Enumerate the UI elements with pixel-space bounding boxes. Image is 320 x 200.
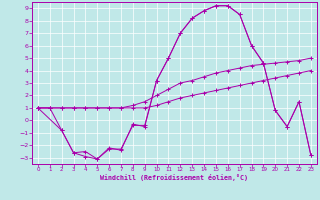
X-axis label: Windchill (Refroidissement éolien,°C): Windchill (Refroidissement éolien,°C) — [100, 174, 248, 181]
